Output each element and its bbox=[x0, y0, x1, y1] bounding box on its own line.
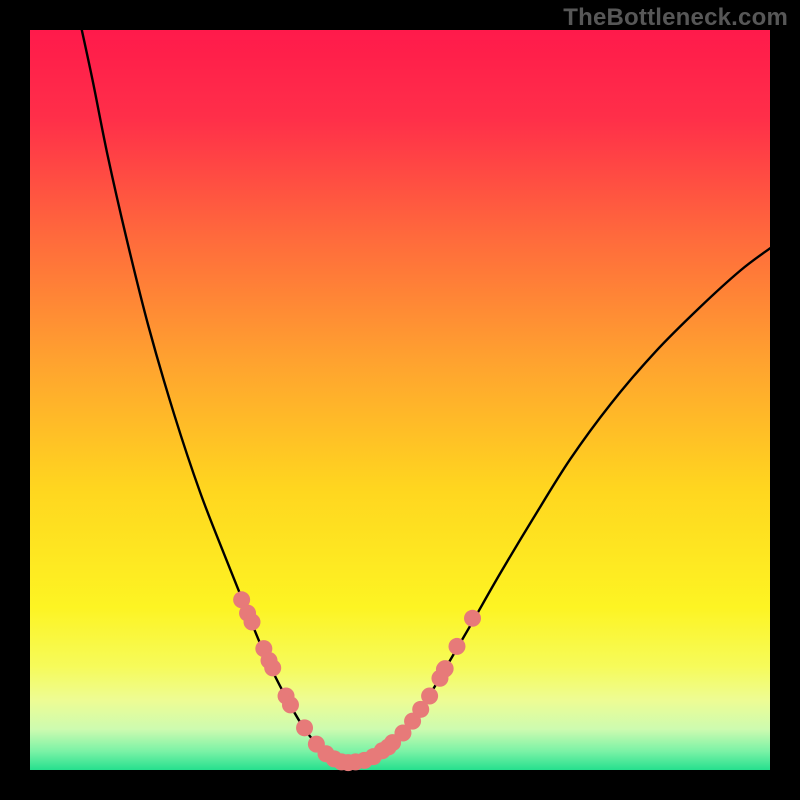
data-point-marker bbox=[296, 719, 313, 736]
data-point-marker bbox=[421, 688, 438, 705]
data-point-marker bbox=[464, 610, 481, 627]
watermark-text: TheBottleneck.com bbox=[563, 4, 788, 32]
data-point-marker bbox=[244, 614, 261, 631]
data-point-marker bbox=[380, 739, 397, 756]
bottleneck-chart bbox=[0, 0, 800, 800]
data-point-marker bbox=[448, 638, 465, 655]
data-point-marker bbox=[264, 659, 281, 676]
chart-gradient-area bbox=[30, 30, 770, 770]
data-point-marker bbox=[282, 696, 299, 713]
data-point-marker bbox=[436, 661, 453, 678]
